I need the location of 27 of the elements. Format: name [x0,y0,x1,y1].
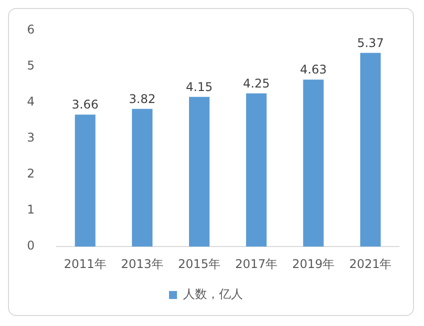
data-label: 4.25 [242,76,270,90]
bar [74,114,96,247]
x-tick-label: 2019年 [292,256,335,271]
y-tick-label: 0 [26,238,35,253]
chart-frame: 人数，亿人 2011年 2013年 2015年 2017年 2019年 2021年 0 1 2 3 4 5 6 3.66 3.82 4.15 4.25 4.63 5.37 [8,8,414,316]
x-tick-label: 2011年 [64,256,106,271]
y-tick-label: 3 [26,130,35,145]
x-tick-label: 2017年 [235,256,278,271]
y-tick-label: 5 [26,58,35,72]
y-tick-label: 6 [26,22,35,36]
x-tick-label: 2021年 [349,256,392,271]
x-tick-label: 2015年 [178,256,221,271]
y-tick-label: 2 [26,166,35,181]
data-label: 4.15 [186,80,213,94]
bar [360,52,381,247]
bar [246,93,267,247]
bar [303,80,324,247]
data-label: 5.37 [357,36,384,50]
data-label: 3.66 [72,98,99,112]
legend-label: 人数，亿人 [183,287,243,302]
y-tick-label: 1 [26,202,35,217]
bar [132,108,152,247]
data-label: 4.63 [300,62,327,77]
y-tick-label: 4 [26,94,35,108]
data-label: 3.82 [128,92,156,106]
x-tick-label: 2013年 [120,256,164,271]
bar [189,96,210,247]
